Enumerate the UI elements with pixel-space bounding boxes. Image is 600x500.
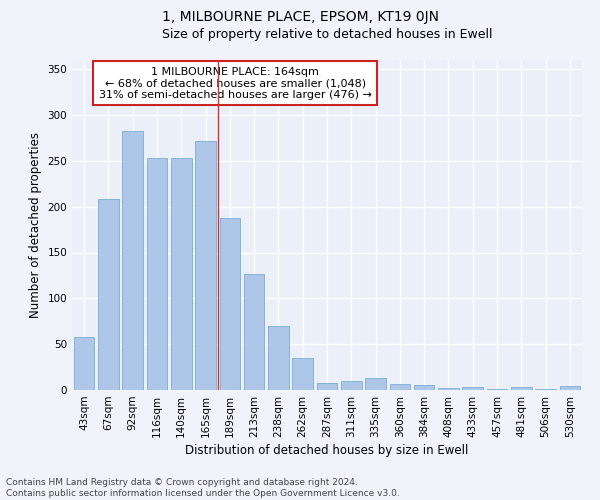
Bar — [560, 386, 580, 390]
Bar — [220, 218, 240, 390]
Bar — [268, 326, 289, 390]
Bar — [98, 200, 119, 390]
Text: 1 MILBOURNE PLACE: 164sqm
← 68% of detached houses are smaller (1,048)
31% of se: 1 MILBOURNE PLACE: 164sqm ← 68% of detac… — [99, 66, 371, 100]
Bar — [389, 384, 410, 390]
Text: 1, MILBOURNE PLACE, EPSOM, KT19 0JN: 1, MILBOURNE PLACE, EPSOM, KT19 0JN — [161, 10, 439, 24]
Bar — [535, 389, 556, 390]
Bar — [511, 387, 532, 390]
Bar — [122, 130, 143, 390]
Bar — [463, 387, 483, 390]
Bar — [146, 158, 167, 390]
Title: Size of property relative to detached houses in Ewell: Size of property relative to detached ho… — [162, 28, 492, 41]
Bar — [317, 382, 337, 390]
Y-axis label: Number of detached properties: Number of detached properties — [29, 132, 42, 318]
Bar — [414, 386, 434, 390]
Bar — [292, 358, 313, 390]
Bar — [195, 140, 216, 390]
X-axis label: Distribution of detached houses by size in Ewell: Distribution of detached houses by size … — [185, 444, 469, 457]
Bar — [74, 337, 94, 390]
Bar — [171, 158, 191, 390]
Text: Contains HM Land Registry data © Crown copyright and database right 2024.
Contai: Contains HM Land Registry data © Crown c… — [6, 478, 400, 498]
Bar — [244, 274, 265, 390]
Bar — [487, 389, 508, 390]
Bar — [438, 388, 459, 390]
Bar — [341, 381, 362, 390]
Bar — [365, 378, 386, 390]
